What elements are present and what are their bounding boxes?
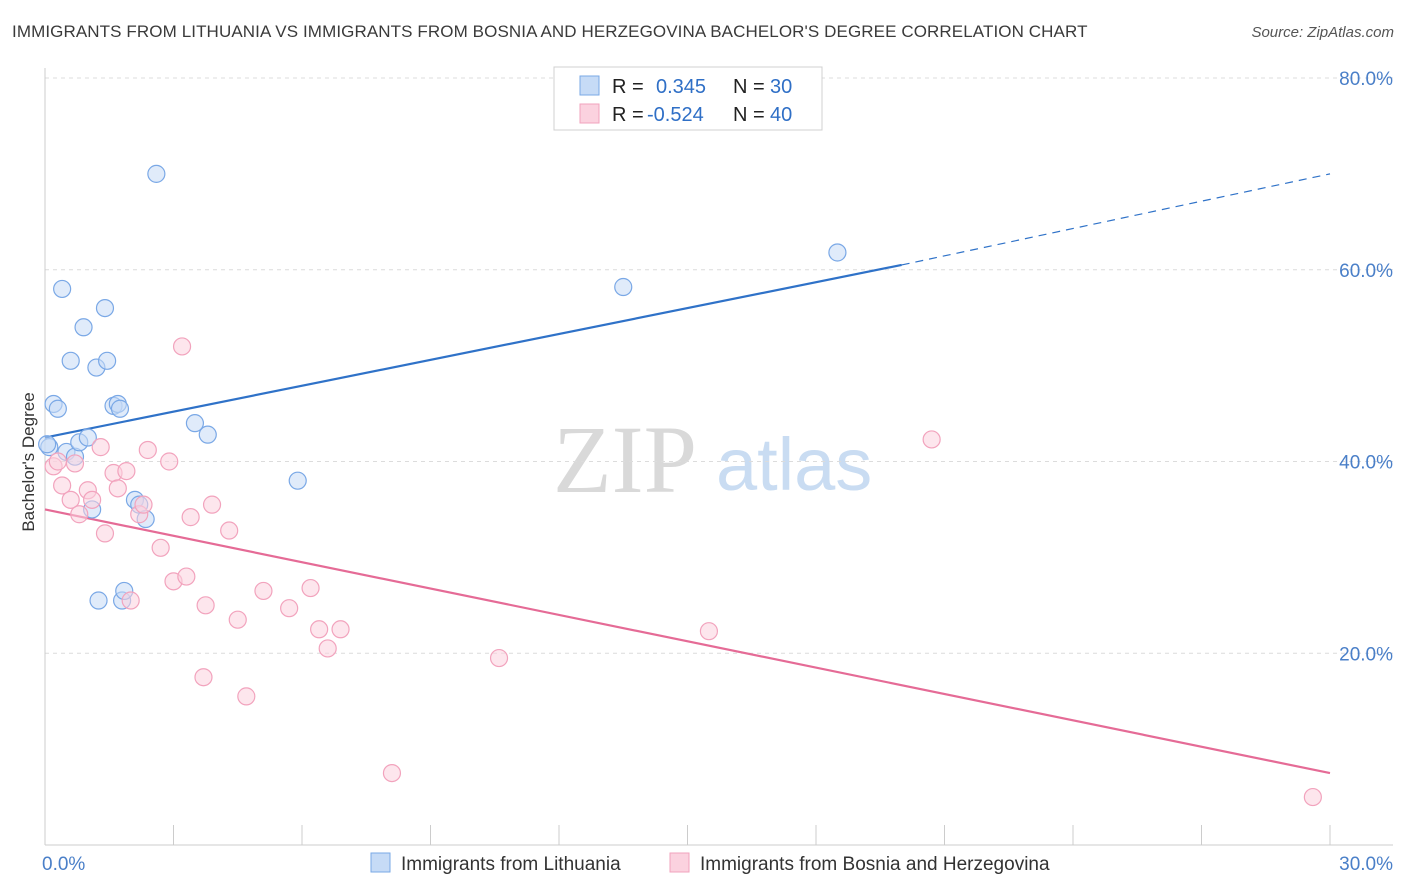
x-tick-label-start: 0.0% <box>42 854 85 875</box>
source-label: Source: ZipAtlas.com <box>1251 24 1394 41</box>
point-series-1-31 <box>301 578 320 598</box>
point-series-1-17 <box>151 538 170 557</box>
trendlines <box>44 173 1331 775</box>
point-series-0-17 <box>110 399 130 418</box>
correlation-legend: R = 0.345 N = 30 R = -0.524 N = 40 <box>553 66 823 131</box>
point-series-0-5 <box>61 351 80 370</box>
point-series-1-35 <box>382 763 402 783</box>
point-series-1-39 <box>1303 787 1322 807</box>
point-series-0-13 <box>95 299 115 318</box>
chart-title: IMMIGRANTS FROM LITHUANIA VS IMMIGRANTS … <box>12 22 1088 41</box>
legend-n-label-bosnia: N = <box>733 104 765 126</box>
point-series-1-1 <box>48 452 67 471</box>
point-series-1-25 <box>202 495 222 514</box>
point-series-1-36 <box>489 648 509 668</box>
point-series-1-12 <box>117 461 136 481</box>
series-legend: Immigrants from Lithuania Immigrants fro… <box>370 852 1050 875</box>
trendline-extension-series-0 <box>901 173 1331 266</box>
point-series-1-4 <box>65 454 85 473</box>
legend-n-label-lithuania: N = <box>733 76 765 98</box>
point-series-0-28 <box>828 243 847 262</box>
point-series-1-30 <box>280 599 299 618</box>
watermark-atlas: atlas <box>716 423 872 506</box>
series-legend-swatch-lithuania <box>370 852 391 873</box>
y-tick-label: 60.0% <box>1339 261 1393 282</box>
point-series-1-26 <box>220 521 239 540</box>
y-tick-label: 40.0% <box>1339 453 1393 474</box>
point-series-0-2 <box>48 399 67 418</box>
point-series-1-27 <box>228 610 247 629</box>
point-series-1-15 <box>134 495 153 514</box>
point-series-1-3 <box>61 490 80 509</box>
point-series-1-32 <box>310 620 329 639</box>
point-series-1-34 <box>331 620 350 639</box>
point-series-1-13 <box>121 591 140 610</box>
legend-r-value-lithuania: 0.345 <box>656 76 706 98</box>
point-series-0-12 <box>89 591 108 610</box>
point-series-1-21 <box>177 567 196 586</box>
point-series-0-9 <box>78 428 97 447</box>
legend-swatch-lithuania <box>579 75 600 96</box>
y-axis-label: Bachelor's Degree <box>19 392 38 531</box>
trendline-series-1 <box>44 508 1331 775</box>
point-series-1-38 <box>922 430 941 449</box>
point-series-0-8 <box>74 318 93 337</box>
legend-swatch-bosnia <box>579 103 600 124</box>
series-legend-swatch-bosnia <box>669 852 690 873</box>
point-series-1-8 <box>91 438 110 457</box>
point-series-0-26 <box>288 471 307 490</box>
gridlines <box>45 77 1393 654</box>
series-legend-label-lithuania: Immigrants from Lithuania <box>401 854 621 875</box>
point-series-0-14 <box>98 351 117 370</box>
point-series-0-23 <box>147 164 166 183</box>
point-series-1-16 <box>138 440 157 460</box>
legend-r-label-bosnia: R = <box>612 104 644 126</box>
x-tick-labels: 0.0% 30.0% <box>42 854 1393 875</box>
point-series-1-9 <box>95 524 115 543</box>
data-points <box>38 164 1322 807</box>
axes <box>44 68 1393 846</box>
series-legend-label-bosnia: Immigrants from Bosnia and Herzegovina <box>700 854 1050 875</box>
point-series-1-18 <box>160 452 179 471</box>
point-series-0-29 <box>38 435 57 454</box>
point-series-1-37 <box>699 622 719 641</box>
y-tick-labels: 20.0% 40.0% 60.0% 80.0% <box>1339 69 1393 665</box>
point-series-1-5 <box>70 505 89 524</box>
point-series-1-24 <box>196 596 215 615</box>
legend-n-value-lithuania: 30 <box>770 76 792 98</box>
point-series-0-25 <box>198 425 217 444</box>
point-series-1-7 <box>83 490 102 509</box>
legend-r-label-lithuania: R = <box>612 76 644 98</box>
point-series-1-11 <box>108 479 127 498</box>
point-series-1-33 <box>318 639 337 658</box>
point-series-1-29 <box>254 581 273 601</box>
point-series-0-27 <box>614 277 633 297</box>
point-series-1-20 <box>172 337 192 356</box>
point-series-1-23 <box>194 668 213 687</box>
point-series-1-2 <box>53 476 72 495</box>
point-series-1-22 <box>181 508 200 527</box>
watermark-zip: ZIP <box>553 406 697 513</box>
point-series-0-24 <box>185 414 205 433</box>
y-tick-label: 20.0% <box>1339 644 1393 665</box>
y-tick-label: 80.0% <box>1339 69 1393 90</box>
trendline-series-0 <box>44 263 902 439</box>
point-series-1-28 <box>237 687 256 706</box>
point-series-0-3 <box>53 279 72 299</box>
x-tick-label-end: 30.0% <box>1339 854 1393 875</box>
legend-r-value-bosnia: -0.524 <box>647 104 704 126</box>
legend-n-value-bosnia: 40 <box>770 104 792 126</box>
